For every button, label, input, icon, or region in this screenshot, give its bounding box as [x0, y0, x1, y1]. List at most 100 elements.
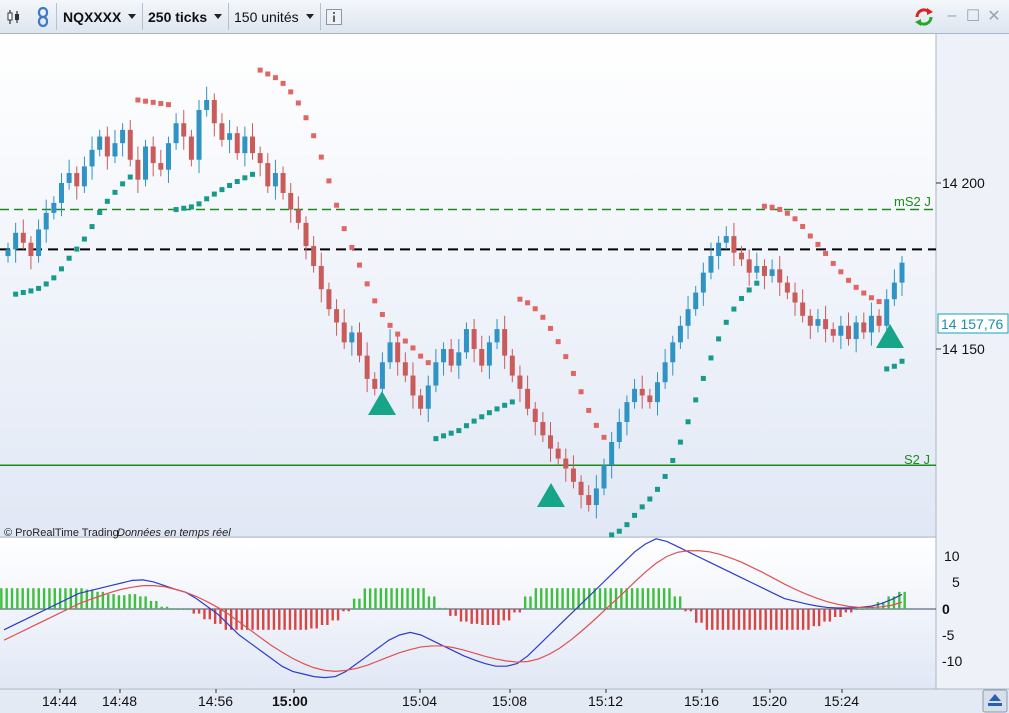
interval-label: 250 ticks: [148, 8, 208, 25]
histogram-bar: [502, 609, 505, 621]
candle-body: [265, 163, 271, 187]
candle-body: [418, 395, 424, 409]
sar-dot: [204, 196, 210, 202]
candle-body: [74, 173, 80, 187]
histogram-bar: [53, 588, 56, 609]
close-button[interactable]: ✕: [987, 8, 1001, 25]
candle-body: [242, 136, 248, 154]
candle-body: [632, 388, 638, 403]
histogram-bar: [732, 609, 735, 630]
candle-body: [410, 375, 416, 396]
histogram-bar: [0, 588, 3, 609]
info-icon[interactable]: [322, 4, 346, 29]
histogram-bar: [817, 609, 821, 627]
histogram-bar: [192, 609, 195, 614]
candle-body: [364, 355, 370, 379]
sar-dot: [280, 80, 286, 86]
maximize-button[interactable]: ☐: [965, 8, 981, 25]
sar-dot: [823, 250, 829, 256]
sar-dot: [66, 255, 72, 261]
chevron-down-icon: [214, 14, 223, 19]
chart-toolbar: NQXXXX 250 ticks 150 unités – ☐ ✕: [0, 0, 1009, 34]
units-selector[interactable]: 150 unités: [228, 3, 321, 30]
time-label-1504: 15:04: [402, 693, 437, 709]
candle-body: [624, 402, 630, 423]
histogram-bar: [673, 596, 677, 609]
candle-body: [616, 422, 622, 442]
sar-dot: [288, 89, 294, 95]
buy-signal-arrow: [368, 391, 396, 415]
osc-tick-0: 0: [942, 601, 950, 617]
histogram-bar: [465, 609, 468, 622]
time-label-1516: 15:16: [684, 693, 719, 709]
histogram-bar: [662, 588, 666, 609]
histogram-bar: [267, 609, 270, 630]
sar-dot: [158, 101, 164, 107]
histogram-bar: [604, 588, 607, 609]
candle-body: [670, 342, 676, 363]
histogram-bar: [181, 609, 185, 610]
sar-dot: [876, 299, 882, 305]
histogram-bar: [727, 609, 730, 630]
sar-dot: [586, 407, 592, 413]
candle-body: [211, 100, 217, 124]
histogram-bar: [459, 609, 463, 622]
sar-dot: [334, 202, 340, 208]
histogram-bar: [352, 598, 356, 609]
histogram-bar: [42, 588, 46, 609]
chevron-down-icon: [305, 14, 314, 19]
sar-dot: [219, 187, 225, 193]
minimize-button[interactable]: –: [947, 7, 957, 24]
histogram-bar: [598, 588, 602, 609]
histogram-bar: [96, 591, 99, 609]
histogram-bar: [74, 588, 78, 609]
chart-area[interactable]: 14 200 14 150 14 157,76 mS2 J S2 J © Pro…: [0, 34, 1009, 713]
candle-body: [104, 136, 110, 157]
sar-dot: [471, 418, 477, 424]
histogram-bar: [58, 588, 62, 609]
sar-dot: [272, 75, 278, 81]
histogram-bar: [160, 606, 163, 609]
sar-dot: [525, 300, 531, 306]
symbol-selector[interactable]: NQXXXX: [56, 3, 144, 30]
histogram-bar: [630, 588, 634, 609]
candle-body: [97, 136, 103, 150]
candle-body: [425, 385, 431, 409]
histogram-bar: [545, 588, 548, 609]
candle-body: [257, 153, 263, 164]
histogram-bar: [336, 609, 340, 621]
sar-dot: [120, 181, 126, 187]
sar-dot: [448, 430, 454, 436]
sar-dot: [150, 99, 156, 105]
link-icon[interactable]: [31, 4, 55, 29]
histogram-bar: [705, 609, 709, 630]
sar-dot: [372, 298, 378, 304]
candle-body: [288, 192, 294, 210]
candle-body: [433, 362, 439, 386]
histogram-bar: [224, 609, 228, 630]
refresh-icon[interactable]: [912, 4, 936, 29]
candlestick-chart-icon[interactable]: [2, 4, 26, 29]
arrow-up-icon: [988, 694, 1002, 706]
sar-dot: [746, 287, 752, 293]
candle-body: [5, 249, 11, 257]
candle-body: [868, 315, 874, 333]
histogram-bar: [850, 609, 853, 613]
sar-dot: [654, 486, 660, 492]
sar-dot: [891, 363, 897, 369]
sar-dot: [410, 345, 416, 351]
histogram-bar: [898, 591, 901, 609]
sar-dot: [74, 246, 80, 252]
histogram-bar: [368, 588, 372, 609]
histogram-bar: [331, 609, 334, 621]
candle-body: [846, 325, 852, 340]
sar-dot: [540, 314, 546, 320]
histogram-bar: [123, 595, 126, 609]
candle-body: [173, 123, 179, 144]
sar-dot: [395, 331, 401, 337]
interval-selector[interactable]: 250 ticks: [142, 3, 230, 30]
histogram-bar: [320, 609, 324, 626]
units-label: 150 unités: [234, 8, 299, 25]
sar-dot: [97, 210, 103, 216]
sar-dot: [517, 296, 523, 302]
